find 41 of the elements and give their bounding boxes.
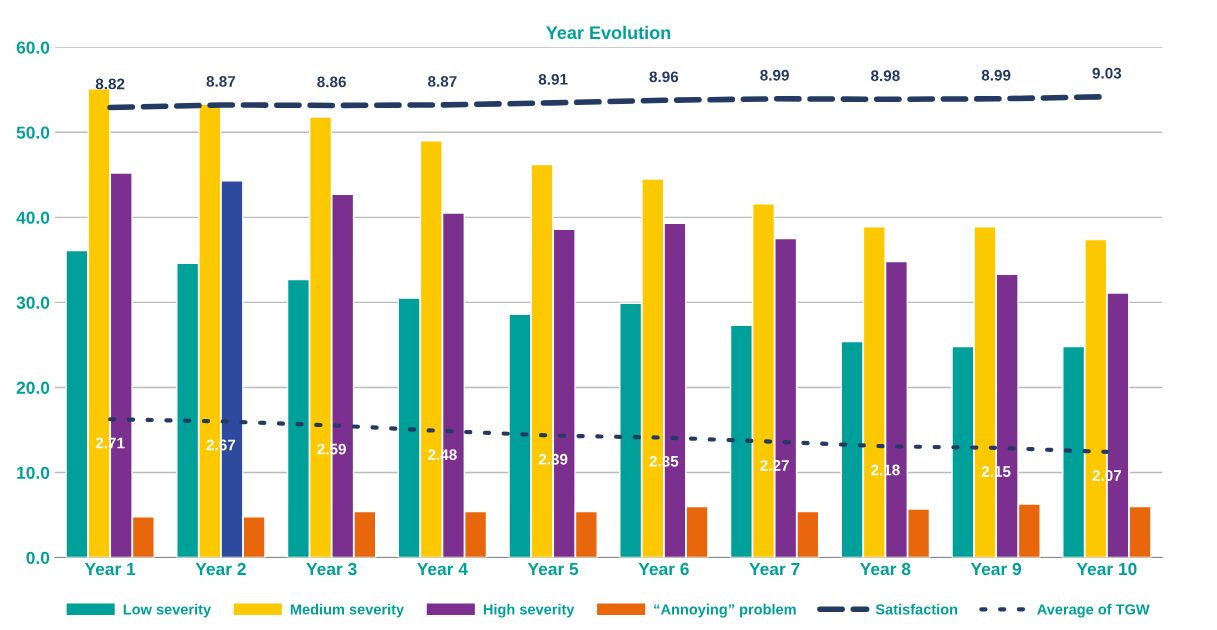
x-tick-label: Year 4 (417, 563, 468, 576)
x-tick-label: Year 10 (1076, 562, 1137, 576)
legend-label: High severity (483, 603, 575, 618)
data-label: 8.98 (870, 70, 900, 82)
y-tick-label: 30.0 (16, 296, 50, 309)
data-label: 8.99 (981, 69, 1011, 81)
x-tick-label: Year 1 (84, 563, 136, 576)
legend-label: Low severity (123, 603, 212, 618)
data-label: 2.39 (538, 453, 568, 465)
legend-label: Medium severity (290, 603, 405, 618)
data-label: 2.71 (95, 437, 125, 449)
chart-title: Year Evolution (546, 25, 671, 40)
x-tick-label: Year 9 (970, 562, 1022, 576)
y-tick-label: 50.0 (16, 126, 50, 139)
data-label: 2.27 (760, 459, 789, 471)
y-tick-label: 0.0 (26, 551, 50, 565)
data-label: 8.87 (206, 75, 236, 87)
x-tick-label: Year 5 (527, 563, 579, 576)
data-label: 2.35 (649, 455, 679, 467)
x-tick-label: Year 7 (749, 563, 800, 576)
data-label: 2.18 (871, 464, 900, 476)
y-tick-label: 60.0 (16, 41, 50, 54)
data-label: 9.03 (1092, 67, 1122, 79)
data-label: 8.87 (428, 75, 457, 87)
data-label: 8.91 (538, 73, 568, 85)
x-tick-label: Year 2 (195, 562, 246, 576)
legend-label: Satisfaction (875, 603, 958, 615)
data-label: 2.15 (981, 466, 1011, 477)
x-tick-label: Year 3 (306, 562, 357, 576)
data-label: 2.48 (428, 449, 457, 461)
legend-label: “Annoying” problem (654, 603, 796, 618)
data-label: 8.86 (317, 76, 346, 88)
data-label: 8.82 (95, 78, 125, 90)
data-label: 8.99 (760, 69, 789, 81)
y-tick-label: 40.0 (16, 211, 50, 224)
legend-label: Average of TGW (1037, 603, 1150, 618)
y-tick-label: 20.0 (16, 381, 50, 394)
x-tick-label: Year 6 (638, 562, 689, 576)
data-label: 8.96 (649, 71, 679, 83)
x-tick-label: Year 8 (860, 562, 911, 576)
y-tick-label: 10.0 (17, 466, 50, 479)
